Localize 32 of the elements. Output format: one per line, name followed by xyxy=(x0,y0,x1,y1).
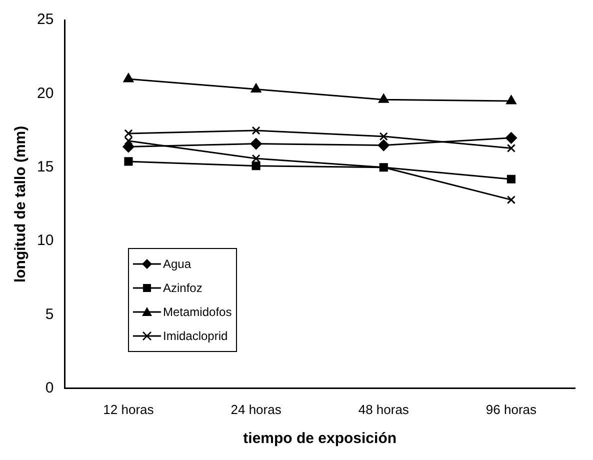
x-tick-label: 48 horas xyxy=(358,402,410,417)
legend-label: Metamidofos xyxy=(163,305,232,319)
x-tick-label: 12 horas xyxy=(103,402,154,417)
point xyxy=(252,154,260,163)
point xyxy=(505,132,517,144)
y-tick-label: 20 xyxy=(36,84,54,102)
x-tick-label: 96 horas xyxy=(486,402,538,417)
point xyxy=(250,84,262,93)
point xyxy=(506,195,516,204)
y-tick-label: 25 xyxy=(36,11,54,28)
y-tick-label: 5 xyxy=(45,306,54,323)
y-tick-label: 0 xyxy=(45,380,54,397)
legend-label: Azinfoz xyxy=(163,281,202,295)
x-tick-label: 24 horas xyxy=(230,402,282,417)
point xyxy=(124,157,133,166)
point xyxy=(379,132,388,141)
point xyxy=(506,144,516,152)
legend-label: Imidacloprid xyxy=(163,329,228,343)
point xyxy=(250,138,262,150)
point xyxy=(506,95,516,104)
y-tick-label: 10 xyxy=(36,232,54,250)
point xyxy=(252,126,260,135)
x-axis-title: tiempo de exposición xyxy=(243,430,397,448)
y-axis-title: longitud de tallo (mm) xyxy=(12,126,30,283)
y-tick-label: 15 xyxy=(36,158,54,176)
point xyxy=(506,174,516,184)
point xyxy=(122,140,134,152)
point xyxy=(378,140,390,152)
legend-label: Agua xyxy=(163,257,192,271)
point xyxy=(378,94,389,103)
point xyxy=(123,73,134,82)
point xyxy=(252,162,260,170)
